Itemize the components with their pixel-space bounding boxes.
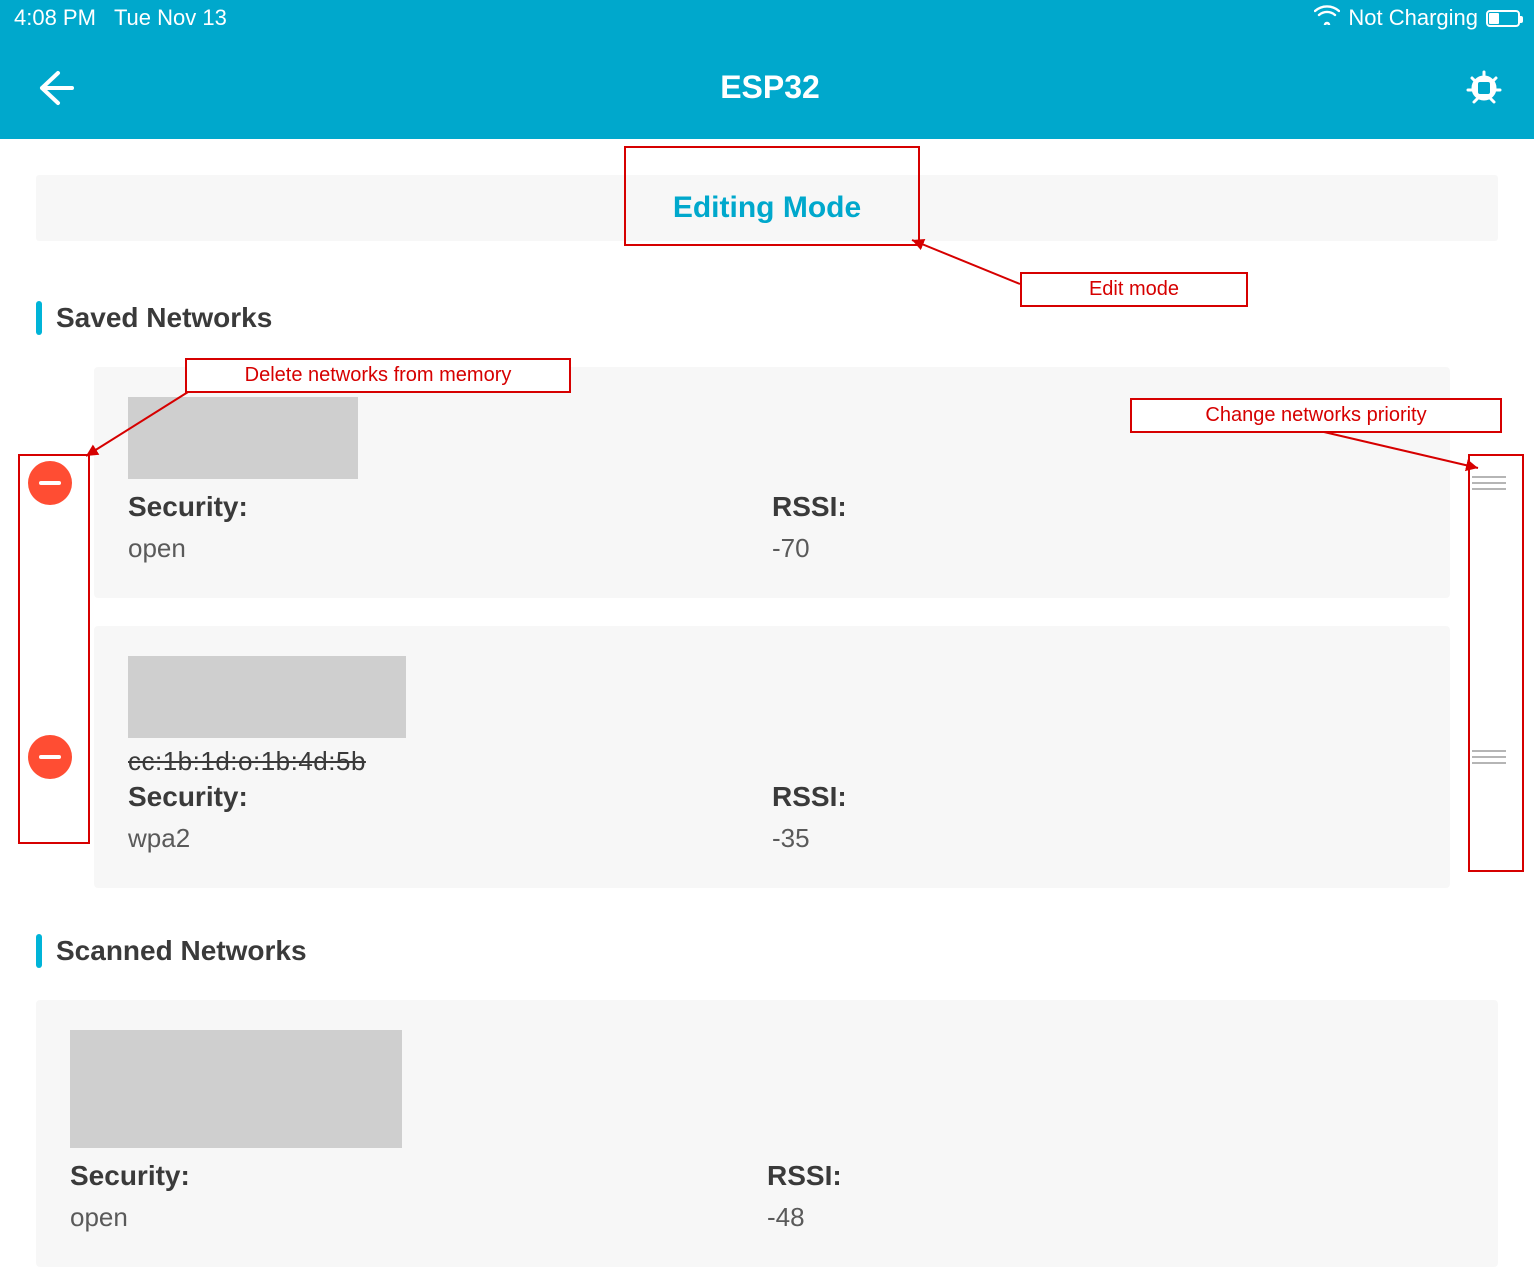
security-value: wpa2: [128, 823, 772, 854]
saved-networks-header: Saved Networks: [36, 301, 1498, 335]
rssi-value: -35: [772, 823, 1416, 854]
back-button[interactable]: [32, 67, 74, 109]
status-charge-text: Not Charging: [1348, 5, 1478, 31]
rssi-value: -48: [767, 1202, 1464, 1233]
battery-icon: [1486, 10, 1520, 27]
nav-bar: ESP32: [0, 36, 1534, 139]
status-date: Tue Nov 13: [114, 5, 227, 31]
rssi-label: RSSI:: [772, 781, 1416, 813]
rssi-label: RSSI:: [772, 491, 1416, 523]
page-title: ESP32: [720, 69, 820, 106]
saved-network-row: Security: open RSSI: -70: [36, 367, 1498, 598]
delete-network-button[interactable]: [28, 461, 72, 505]
section-accent-bar: [36, 934, 42, 968]
editing-mode-banner[interactable]: Editing Mode: [36, 175, 1498, 241]
security-value: open: [128, 533, 772, 564]
reorder-handle-icon[interactable]: [1472, 750, 1506, 764]
delete-network-button[interactable]: [28, 735, 72, 779]
reorder-handle-icon[interactable]: [1472, 476, 1506, 490]
rssi-label: RSSI:: [767, 1160, 1464, 1192]
security-label: Security:: [128, 491, 772, 523]
security-value: open: [70, 1202, 767, 1233]
network-card[interactable]: Security: open RSSI: -48: [36, 1000, 1498, 1267]
scanned-networks-header: Scanned Networks: [36, 934, 1498, 968]
scanned-networks-title: Scanned Networks: [56, 935, 307, 967]
security-label: Security:: [128, 781, 772, 813]
status-bar: 4:08 PM Tue Nov 13 Not Charging: [0, 0, 1534, 36]
saved-networks-title: Saved Networks: [56, 302, 272, 334]
network-card[interactable]: cc:1b:1d:o:1b:4d:5b Security: wpa2 RSSI:…: [94, 626, 1450, 888]
bssid-struck: cc:1b:1d:o:1b:4d:5b: [128, 746, 1416, 777]
section-accent-bar: [36, 301, 42, 335]
security-label: Security:: [70, 1160, 767, 1192]
debug-icon[interactable]: [1466, 70, 1502, 106]
wifi-icon: [1314, 5, 1340, 31]
ssid-masked-icon: [70, 1030, 402, 1148]
rssi-value: -70: [772, 533, 1416, 564]
ssid-masked-icon: [128, 656, 406, 738]
saved-network-row: cc:1b:1d:o:1b:4d:5b Security: wpa2 RSSI:…: [36, 626, 1498, 888]
ssid-masked-icon: [128, 397, 358, 479]
network-card[interactable]: Security: open RSSI: -70: [94, 367, 1450, 598]
status-time: 4:08 PM: [14, 5, 96, 31]
editing-mode-label: Editing Mode: [673, 191, 861, 225]
